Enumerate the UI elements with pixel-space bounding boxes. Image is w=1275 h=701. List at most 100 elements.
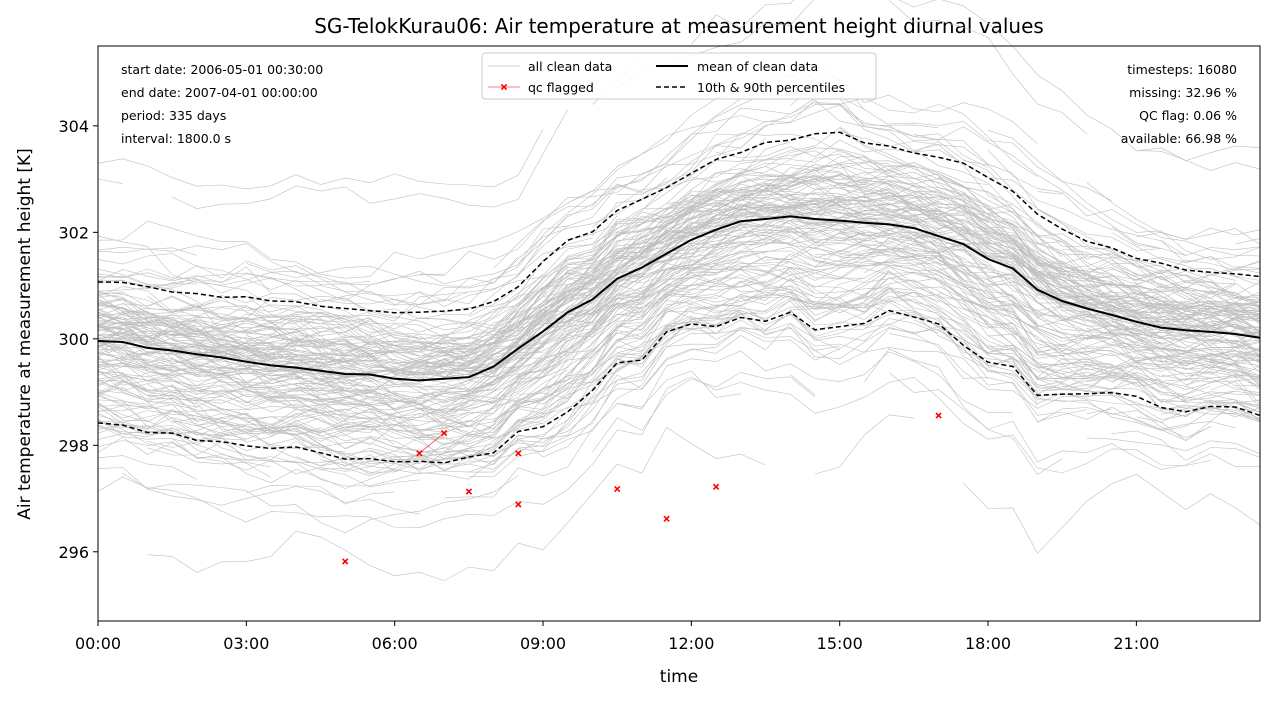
clean-data-line [97,248,1261,426]
clean-data-line [97,350,1261,505]
qc-flagged-point [465,488,473,495]
percentile-line [97,131,1261,314]
y-axis-label: Air temperature at measurement height [K… [15,148,35,520]
qc-flagged-point [935,412,942,419]
percentile-line [97,309,1261,464]
x-tick-label: 21:00 [1113,634,1159,653]
clean-data-line [97,0,1261,210]
chart-title: SG-TelokKurau06: Air temperature at meas… [314,14,1044,38]
clean-data-line [147,267,1261,446]
clean-data-line [97,207,1236,371]
clean-data-line [97,223,1261,404]
clean-data-line [97,204,1261,372]
clean-data-line [97,239,1261,413]
clean-data-line [97,97,1261,302]
clean-data-line [97,175,1261,372]
clean-data-line [172,208,1261,370]
y-tick-label: 302 [58,223,89,242]
clean-data-line [97,290,1261,467]
clean-data-line [97,269,1261,431]
clean-data-line [97,255,1261,423]
legend-box [481,52,877,100]
clean-data-line [97,103,1261,319]
x-tick-label: 00:00 [75,634,121,653]
clean-data-line [122,371,1261,534]
info-period: period: 335 days [121,108,226,123]
clean-data-line [97,231,1261,418]
qc-flagged-point [663,515,670,522]
clean-data-line [97,173,1261,356]
clean-data-line [97,262,1261,420]
clean-data-line [97,300,1261,473]
clean-data-line [97,162,1261,336]
clean-data-line [97,224,1261,396]
info-interval: interval: 1800.0 s [121,131,231,146]
clean-data-line [97,266,1261,457]
x-tick-label: 12:00 [668,634,714,653]
clean-data-line [147,309,1261,472]
info-end-date: end date: 2007-04-01 00:00:00 [121,85,318,100]
legend-label-flagged: qc flagged [528,80,594,95]
clean-data-line [97,290,1261,453]
clean-data-line [97,147,1236,339]
clean-data-line [97,230,1261,395]
info-left: start date: 2006-05-01 00:30:00 end date… [121,62,323,146]
legend-label-mean: mean of clean data [697,59,818,74]
info-timesteps: timesteps: 16080 [1127,62,1237,77]
clean-data-line [97,168,1236,342]
x-tick-label: 03:00 [223,634,269,653]
qc-flagged-point [342,558,349,565]
qc-flagged-link [419,432,445,454]
clean-data-line [97,246,1261,418]
clean-data-lines [98,0,1260,581]
clean-data-line [97,165,1261,366]
clean-data-line [97,164,1261,365]
clean-data-line [97,156,1261,352]
x-tick-label: 06:00 [372,634,418,653]
clean-data-line [97,97,1261,287]
clean-data-line [97,285,1261,454]
clean-data-line [97,319,1261,475]
legend: all clean data qc flagged mean of clean … [481,52,877,100]
clean-data-line [97,309,1261,475]
info-right: timesteps: 16080 missing: 32.96 % QC fla… [1121,62,1237,146]
plot-frame [97,45,1261,622]
clean-data-line [97,250,1261,429]
clean-data-line [98,191,1261,369]
qc-flagged-point [614,485,621,493]
qc-flagged-point [416,450,423,457]
x-tick-label: 18:00 [965,634,1011,653]
clean-data-line [97,185,1261,376]
info-start-date: start date: 2006-05-01 00:30:00 [121,62,323,77]
clean-data-line [97,169,1261,357]
statistics-lines [97,131,1261,464]
clean-data-line [97,227,1261,412]
info-qc-flag: QC flag: 0.06 % [1139,108,1237,123]
qc-flagged-point [440,429,448,437]
clean-data-line [122,181,1261,367]
clean-data-line [97,292,1261,462]
qc-flagged-point [712,483,720,490]
clean-data-line [97,312,1261,471]
clean-data-line [97,104,1261,307]
clean-data-line [97,348,1261,515]
clean-data-line [97,277,1261,439]
clean-data-line [97,62,1261,279]
qc-flagged-point [515,450,522,457]
y-axis-ticks: 296 298 300 302 304 [58,117,98,562]
x-axis-ticks: 00:00 03:00 06:00 09:00 12:00 15:00 18:00 21:00 [75,621,1159,653]
y-tick-label: 298 [58,436,89,455]
clean-data-line [97,195,1261,360]
clean-data-line [97,180,1236,362]
y-tick-label: 296 [58,543,89,562]
clean-data-line [97,246,1236,415]
x-tick-label: 09:00 [520,634,566,653]
x-axis-label: time [660,667,698,687]
legend-label-clean: all clean data [528,59,612,74]
info-missing: missing: 32.96 % [1129,85,1237,100]
clean-data-line [97,164,1261,348]
clean-data-line [97,197,1261,395]
clean-data-line [97,72,1261,285]
info-available: available: 66.98 % [1121,131,1237,146]
